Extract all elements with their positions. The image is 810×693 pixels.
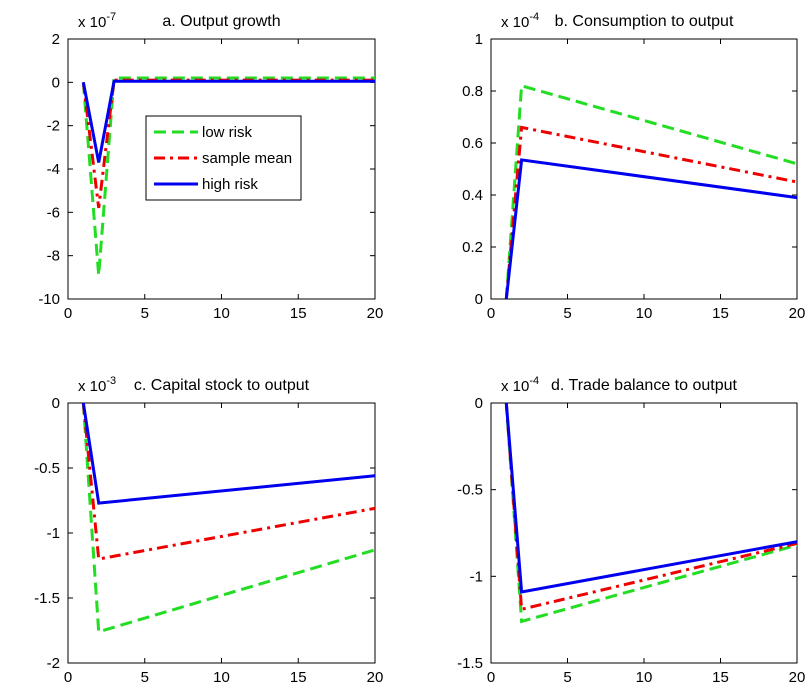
y-tick-label-consumption-to-output: 0.8 <box>462 83 483 100</box>
y-tick-label-consumption-to-output: 0.2 <box>462 239 483 256</box>
series-line-capital-stock-to-output-2 <box>81 403 375 505</box>
x-tick-label-output-growth: 5 <box>141 305 149 322</box>
panel-capital-stock-to-output: 0 5 10 15 20 0 -0.5 -1 -1.5 -2 x 10-3 c. Capital st… <box>34 375 383 686</box>
y-tick-label-consumption-to-output: 0 <box>475 291 483 308</box>
x-tick-label-trade-balance-to-output: 20 <box>789 669 806 686</box>
x-tick-label-trade-balance-to-output: 10 <box>636 669 653 686</box>
x-tick-label-output-growth: 20 <box>367 305 384 322</box>
panel-title-output-growth: a. Output growth <box>162 13 280 30</box>
y-exponent-capital-stock-to-output: x 10-3 <box>78 375 116 395</box>
y-tick-label-capital-stock-to-output: -0.5 <box>34 460 60 477</box>
y-tick-label-consumption-to-output: 0.6 <box>462 135 483 152</box>
series-line-consumption-to-output-0 <box>504 83 797 299</box>
y-tick-label-trade-balance-to-output: -1 <box>470 568 483 585</box>
x-tick-label-capital-stock-to-output: 5 <box>141 669 149 686</box>
y-exponent-consumption-to-output: x 10-4 <box>501 11 539 31</box>
x-tick-label-output-growth: 15 <box>290 305 307 322</box>
plot-area-capital-stock-to-output <box>67 402 376 664</box>
panel-trade-balance-to-output: 0 5 10 15 20 0 -0.5 -1 -1.5 x 10-4 d. Trade balanc… <box>457 375 805 686</box>
y-tick-label-output-growth: -8 <box>47 248 60 265</box>
series-line-capital-stock-to-output-0 <box>81 403 375 634</box>
y-tick-label-capital-stock-to-output: 0 <box>52 395 60 412</box>
legend-label: low risk <box>202 124 253 141</box>
x-tick-label-capital-stock-to-output: 15 <box>290 669 307 686</box>
series-line-trade-balance-to-output-2 <box>504 403 797 594</box>
legend-label: sample mean <box>202 150 292 167</box>
x-tick-label-output-growth: 0 <box>64 305 72 322</box>
x-tick-label-trade-balance-to-output: 0 <box>487 669 495 686</box>
y-exponent-trade-balance-to-output: x 10-4 <box>501 375 539 395</box>
x-tick-label-consumption-to-output: 20 <box>789 305 806 322</box>
panel-title-capital-stock-to-output: c. Capital stock to output <box>134 377 310 394</box>
y-tick-label-output-growth: -10 <box>38 291 60 308</box>
series-line-output-growth-2 <box>81 79 375 163</box>
panel-consumption-to-output: 0 5 10 15 20 1 0.8 0.6 0.4 0.2 0 x 10-4 b. Consumpti… <box>462 11 805 322</box>
x-tick-label-trade-balance-to-output: 15 <box>712 669 729 686</box>
y-tick-label-output-growth: -2 <box>47 118 60 135</box>
legend: low risk sample mean high risk <box>145 115 302 201</box>
y-tick-label-output-growth: 2 <box>52 31 60 48</box>
series-line-output-growth-0 <box>81 76 375 276</box>
y-tick-label-capital-stock-to-output: -1.5 <box>34 590 60 607</box>
y-tick-label-trade-balance-to-output: -0.5 <box>457 482 483 499</box>
y-tick-label-output-growth: -6 <box>47 204 60 221</box>
x-tick-label-output-growth: 10 <box>213 305 230 322</box>
plot-area-trade-balance-to-output <box>490 402 798 664</box>
series-line-consumption-to-output-2 <box>504 158 797 299</box>
x-tick-label-capital-stock-to-output: 20 <box>367 669 384 686</box>
series-line-capital-stock-to-output-1 <box>81 403 375 561</box>
x-tick-label-capital-stock-to-output: 10 <box>213 669 230 686</box>
plot-area-consumption-to-output <box>490 38 798 300</box>
x-tick-label-consumption-to-output: 15 <box>712 305 729 322</box>
x-tick-label-capital-stock-to-output: 0 <box>64 669 72 686</box>
legend-label: high risk <box>202 176 258 193</box>
y-tick-label-trade-balance-to-output: 0 <box>475 395 483 412</box>
y-tick-label-capital-stock-to-output: -2 <box>47 655 60 672</box>
y-tick-label-consumption-to-output: 1 <box>475 31 483 48</box>
x-tick-label-trade-balance-to-output: 5 <box>563 669 571 686</box>
y-tick-label-capital-stock-to-output: -1 <box>47 525 60 542</box>
x-tick-label-consumption-to-output: 5 <box>563 305 571 322</box>
x-tick-label-consumption-to-output: 0 <box>487 305 495 322</box>
y-exponent-output-growth: x 10-7 <box>78 11 116 31</box>
panel-title-trade-balance-to-output: d. Trade balance to output <box>551 377 737 394</box>
y-tick-label-trade-balance-to-output: -1.5 <box>457 655 483 672</box>
y-tick-label-consumption-to-output: 0.4 <box>462 187 483 204</box>
y-tick-label-output-growth: -4 <box>47 161 60 178</box>
y-tick-label-output-growth: 0 <box>52 74 60 91</box>
panel-title-consumption-to-output: b. Consumption to output <box>555 13 734 30</box>
x-tick-label-consumption-to-output: 10 <box>636 305 653 322</box>
